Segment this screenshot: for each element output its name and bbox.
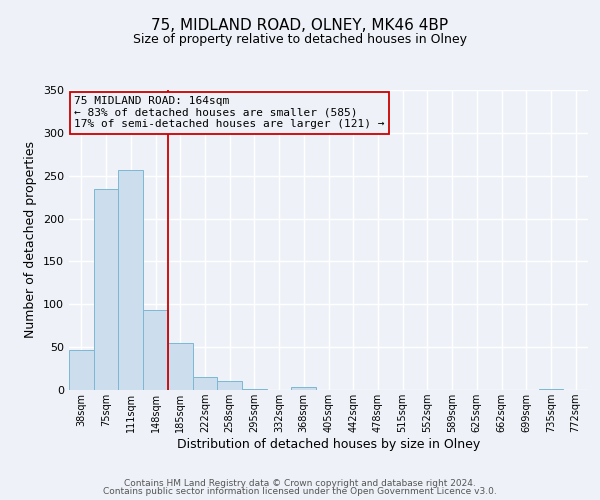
- X-axis label: Distribution of detached houses by size in Olney: Distribution of detached houses by size …: [177, 438, 480, 451]
- Text: 75, MIDLAND ROAD, OLNEY, MK46 4BP: 75, MIDLAND ROAD, OLNEY, MK46 4BP: [151, 18, 449, 32]
- Y-axis label: Number of detached properties: Number of detached properties: [25, 142, 37, 338]
- Bar: [193, 377, 217, 390]
- Bar: [143, 310, 168, 390]
- Text: Size of property relative to detached houses in Olney: Size of property relative to detached ho…: [133, 32, 467, 46]
- Bar: [292, 386, 316, 390]
- Bar: [217, 382, 242, 390]
- Text: Contains HM Land Registry data © Crown copyright and database right 2024.: Contains HM Land Registry data © Crown c…: [124, 478, 476, 488]
- Bar: [94, 188, 118, 390]
- Bar: [168, 343, 193, 390]
- Bar: [242, 389, 267, 390]
- Bar: [539, 389, 563, 390]
- Text: 75 MIDLAND ROAD: 164sqm
← 83% of detached houses are smaller (585)
17% of semi-d: 75 MIDLAND ROAD: 164sqm ← 83% of detache…: [74, 96, 385, 129]
- Text: Contains public sector information licensed under the Open Government Licence v3: Contains public sector information licen…: [103, 487, 497, 496]
- Bar: [118, 170, 143, 390]
- Bar: [69, 350, 94, 390]
